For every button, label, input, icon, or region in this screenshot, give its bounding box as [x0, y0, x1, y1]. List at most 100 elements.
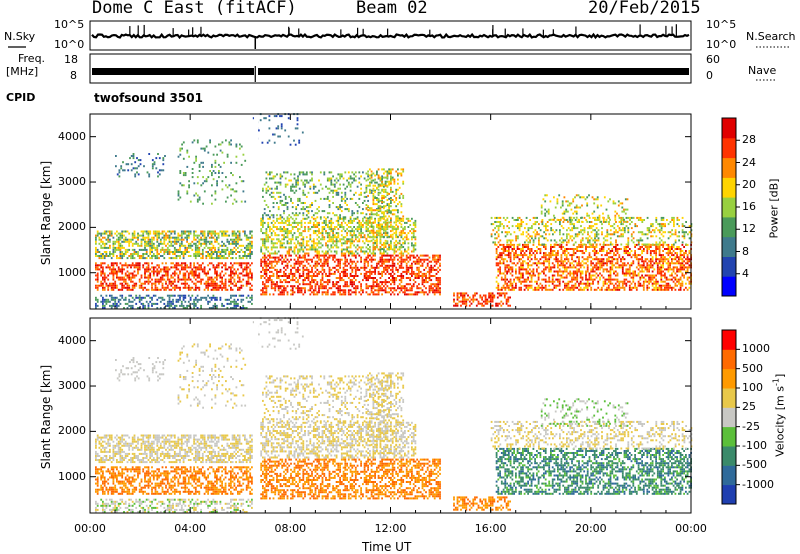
power-cell	[212, 278, 215, 281]
power-cell	[564, 270, 566, 273]
power-cell	[351, 230, 354, 233]
power-cell	[177, 238, 180, 241]
power-cell	[109, 230, 111, 233]
power-cell	[511, 270, 514, 273]
power-cell	[263, 221, 266, 224]
power-cell	[114, 272, 117, 275]
power-cell	[100, 246, 103, 249]
power-cell	[262, 283, 264, 286]
power-cell	[123, 278, 125, 281]
power-cell	[391, 281, 394, 284]
power-cell	[212, 253, 215, 255]
power-cell	[369, 231, 371, 234]
power-cell	[126, 274, 129, 277]
power-cell	[193, 298, 195, 301]
power-cell	[381, 194, 383, 197]
power-cell	[126, 266, 129, 269]
power-cell	[291, 275, 294, 277]
power-cell	[497, 254, 500, 257]
power-cell	[286, 216, 289, 219]
power-cell	[349, 238, 352, 241]
power-cell	[194, 272, 197, 275]
power-cell	[131, 253, 134, 255]
power-cell	[283, 270, 285, 273]
power-cell	[402, 252, 405, 255]
power-cell	[159, 300, 162, 303]
power-cell	[307, 212, 310, 215]
power-cell	[339, 214, 341, 217]
power-cell	[332, 212, 334, 215]
power-cell	[351, 262, 354, 265]
power-cell	[314, 260, 317, 263]
power-cell	[302, 242, 305, 245]
power-cell	[316, 260, 319, 263]
power-cell	[283, 285, 285, 288]
power-cell	[546, 280, 549, 283]
power-cell	[312, 191, 315, 194]
power-cell	[458, 300, 461, 303]
power-cell	[131, 255, 134, 257]
power-cell	[370, 291, 373, 294]
power-cell	[297, 260, 299, 263]
power-cell	[379, 239, 382, 242]
power-cell	[237, 302, 239, 305]
power-cell	[356, 204, 359, 206]
power-cell	[300, 246, 303, 249]
power-cell	[159, 255, 162, 257]
power-cell	[270, 195, 273, 198]
power-cell	[318, 291, 320, 294]
power-cell	[391, 225, 394, 228]
power-cell	[210, 276, 213, 279]
power-cell	[381, 248, 383, 250]
power-cell	[170, 282, 173, 285]
power-cell	[328, 199, 331, 202]
power-cell	[468, 304, 471, 307]
power-cell	[439, 268, 441, 271]
power-cell	[182, 262, 185, 265]
power-cell	[110, 284, 113, 287]
power-cell	[230, 286, 232, 289]
power-cell	[119, 236, 122, 239]
power-cell	[323, 287, 326, 290]
power-cell	[180, 251, 183, 253]
power-cell	[356, 236, 359, 239]
power-cell	[235, 300, 237, 303]
power-cell	[318, 252, 320, 255]
power-cell	[156, 302, 159, 305]
power-cell	[326, 264, 329, 267]
power-cell	[323, 216, 326, 219]
power-cell	[360, 234, 362, 237]
power-cell	[529, 254, 531, 257]
power-cell	[102, 302, 104, 305]
power-cell	[295, 281, 298, 284]
power-cell	[412, 260, 415, 263]
power-cell	[105, 282, 108, 285]
power-cell	[270, 238, 273, 241]
power-cell	[96, 255, 99, 257]
power-cell	[558, 268, 561, 271]
power-cell	[249, 282, 252, 285]
power-cell	[217, 232, 220, 235]
power-cell	[172, 240, 174, 243]
power-cell	[432, 266, 434, 269]
power-cell	[383, 185, 385, 188]
power-cell	[276, 242, 278, 245]
power-cell	[372, 192, 375, 195]
power-cell	[354, 175, 357, 178]
power-cell	[293, 275, 296, 277]
power-cell	[383, 241, 385, 244]
power-cell	[131, 307, 134, 309]
power-cell	[193, 300, 195, 303]
power-cell	[482, 300, 485, 303]
power-cell	[400, 223, 403, 226]
power-cell	[276, 262, 278, 265]
power-cell	[407, 217, 410, 220]
power-cell	[260, 289, 263, 292]
power-cell	[318, 272, 320, 275]
power-cell	[503, 292, 506, 295]
power-cell	[144, 244, 146, 247]
power-cell	[509, 252, 512, 255]
station-title: Dome C East (fitACF)	[92, 0, 297, 18]
power-cell	[500, 256, 503, 259]
power-cell	[386, 174, 389, 177]
